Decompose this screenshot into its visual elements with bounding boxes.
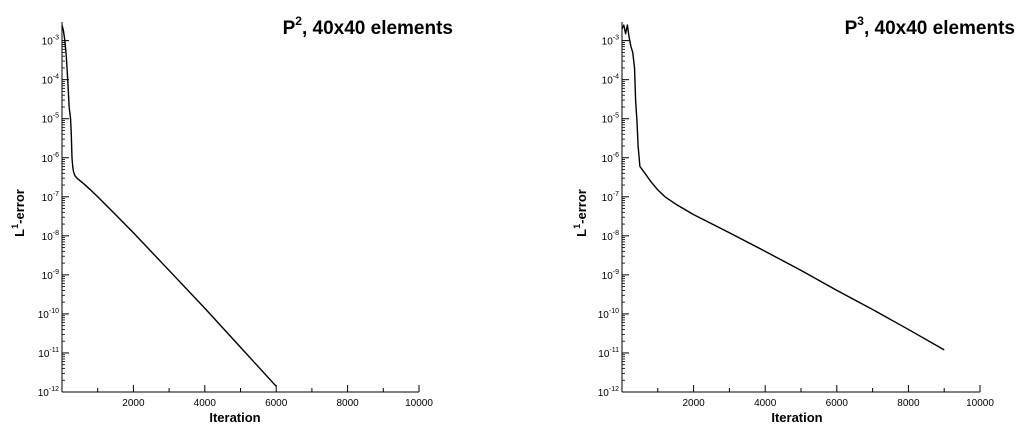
chart-title: P3, 40x40 elements: [845, 14, 1015, 39]
y-tick-label-base: 10: [602, 232, 614, 243]
y-tick-label-base: 10: [42, 271, 54, 282]
y-tick-label: 10-4: [602, 74, 619, 87]
chart-panel-p2: P2, 40x40 elements Iteration L1-error 20…: [10, 14, 453, 425]
y-axis-label-sup: 1: [10, 224, 20, 229]
y-tick-label-base: 10: [602, 76, 614, 87]
y-tick-label: 10-8: [42, 230, 59, 243]
y-tick-label-exp: -6: [613, 152, 619, 159]
y-tick-label-exp: -4: [613, 74, 619, 81]
y-tick-label-base: 10: [602, 271, 614, 282]
y-tick-label: 10-11: [38, 347, 59, 360]
y-axis-label-rest: -error: [12, 189, 27, 224]
chart-panel-p3: P3, 40x40 elements Iteration L1-error 20…: [572, 14, 1015, 425]
x-tick-label: 10000: [966, 398, 994, 409]
y-tick-label: 10-8: [602, 230, 619, 243]
y-tick-label: 10-7: [602, 191, 619, 204]
y-tick-label-base: 10: [38, 388, 50, 399]
y-tick-label: 10-9: [42, 269, 59, 282]
chart-title: P2, 40x40 elements: [283, 14, 453, 39]
y-tick-label-base: 10: [598, 310, 610, 321]
y-axis-label: L1-error: [10, 189, 27, 237]
chart-title-sup: 3: [857, 14, 864, 28]
x-tick-label: 8000: [897, 398, 920, 409]
chart-title-base: P: [283, 18, 296, 39]
chart-title-rest: , 40x40 elements: [302, 18, 453, 39]
x-tick-label: 4000: [194, 398, 217, 409]
y-axis-label-base: L: [12, 229, 27, 237]
x-tick-label: 6000: [826, 398, 849, 409]
y-tick-label-exp: -6: [53, 152, 59, 159]
x-tick-label: 2000: [682, 398, 705, 409]
y-tick-label-base: 10: [602, 154, 614, 165]
y-tick-label: 10-9: [602, 269, 619, 282]
y-tick-label-base: 10: [42, 154, 54, 165]
y-tick-label-exp: -7: [53, 191, 59, 198]
y-tick-label-base: 10: [42, 76, 54, 87]
y-tick-label-base: 10: [602, 193, 614, 204]
y-tick-label-exp: -10: [49, 308, 59, 315]
x-tick-label: 8000: [336, 398, 359, 409]
y-tick-label-base: 10: [598, 349, 610, 360]
y-tick-label-exp: -11: [609, 347, 619, 354]
chart-title-rest: , 40x40 elements: [864, 18, 1015, 39]
x-axis-label: Iteration: [771, 410, 822, 425]
y-tick-label-exp: -5: [53, 113, 59, 120]
y-tick-label: 10-6: [602, 152, 619, 165]
x-tick-label: 6000: [265, 398, 288, 409]
y-axis-label: L1-error: [572, 189, 589, 237]
y-tick-label-base: 10: [42, 193, 54, 204]
y-tick-label: 10-3: [42, 35, 59, 48]
y-tick-label-base: 10: [42, 37, 54, 48]
y-tick-label-exp: -9: [613, 269, 619, 276]
y-tick-label-exp: -9: [53, 269, 59, 276]
y-tick-label-exp: -8: [53, 230, 59, 237]
y-tick-label-base: 10: [602, 115, 614, 126]
y-tick-label: 10-10: [598, 308, 619, 321]
y-tick-label-exp: -11: [49, 347, 59, 354]
x-tick-label: 2000: [122, 398, 145, 409]
series-line: [621, 24, 945, 351]
x-tick-label: 10000: [405, 398, 433, 409]
y-tick-label: 10-12: [598, 386, 619, 399]
y-tick-label: 10-10: [38, 308, 59, 321]
y-tick-label-exp: -7: [613, 191, 619, 198]
y-tick-label: 10-6: [42, 152, 59, 165]
y-tick-label: 10-7: [42, 191, 59, 204]
y-tick-label: 10-4: [42, 74, 59, 87]
y-tick-label-exp: -12: [49, 386, 59, 393]
y-tick-label-base: 10: [602, 37, 614, 48]
y-tick-label-base: 10: [38, 310, 50, 321]
y-tick-label: 10-11: [598, 347, 619, 360]
chart-title-base: P: [845, 18, 858, 39]
x-tick-label: 4000: [754, 398, 777, 409]
y-tick-label-exp: -10: [609, 308, 619, 315]
y-tick-label: 10-12: [38, 386, 59, 399]
y-axis-label-base: L: [574, 229, 589, 237]
y-tick-label-base: 10: [42, 115, 54, 126]
chart-title-sup: 2: [295, 14, 302, 28]
y-tick-label-base: 10: [42, 232, 54, 243]
y-tick-label: 10-3: [602, 35, 619, 48]
x-axis-label: Iteration: [209, 410, 260, 425]
y-tick-label: 10-5: [42, 113, 59, 126]
y-axis-label-rest: -error: [574, 189, 589, 224]
y-axis-label-sup: 1: [572, 224, 582, 229]
y-tick-label: 10-5: [602, 113, 619, 126]
y-tick-label-exp: -3: [53, 35, 59, 42]
y-tick-label-exp: -5: [613, 113, 619, 120]
y-tick-label-exp: -3: [613, 35, 619, 42]
y-tick-label-exp: -8: [613, 230, 619, 237]
y-tick-label-base: 10: [38, 349, 50, 360]
series-line: [61, 24, 277, 387]
y-tick-label-base: 10: [598, 388, 610, 399]
y-tick-label-exp: -12: [609, 386, 619, 393]
y-tick-label-exp: -4: [53, 74, 59, 81]
